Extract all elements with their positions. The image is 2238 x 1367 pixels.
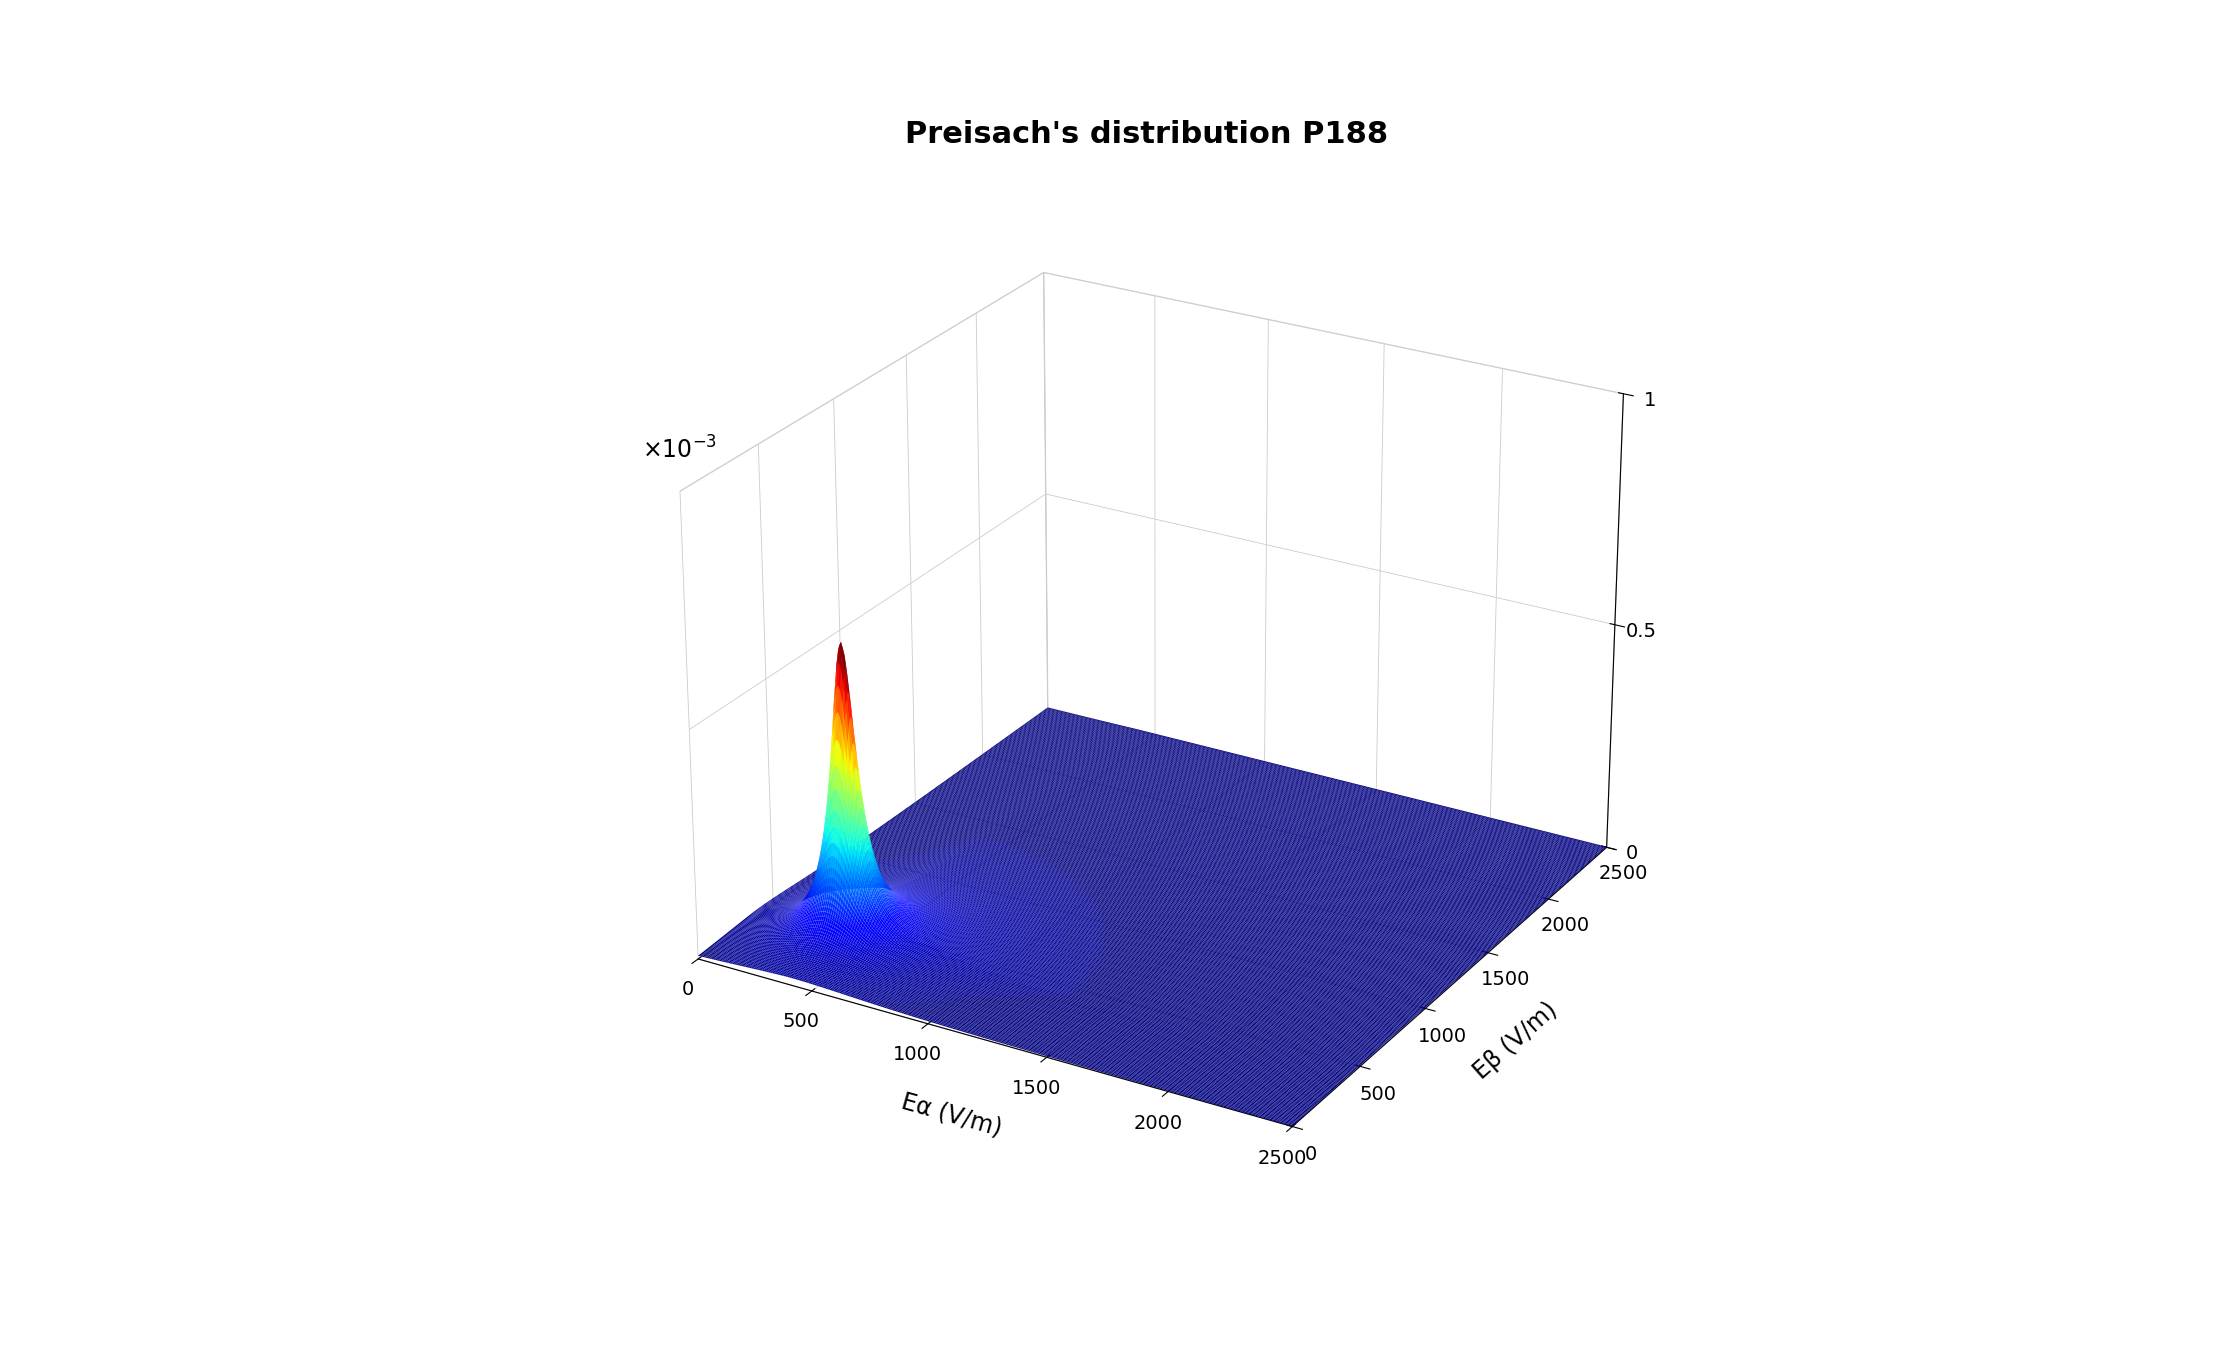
- Title: Preisach's distribution P188: Preisach's distribution P188: [906, 120, 1388, 149]
- Y-axis label: Eβ (V/m): Eβ (V/m): [1470, 998, 1562, 1084]
- Text: $\times10^{-3}$: $\times10^{-3}$: [642, 436, 716, 463]
- X-axis label: Eα (V/m): Eα (V/m): [897, 1089, 1005, 1140]
